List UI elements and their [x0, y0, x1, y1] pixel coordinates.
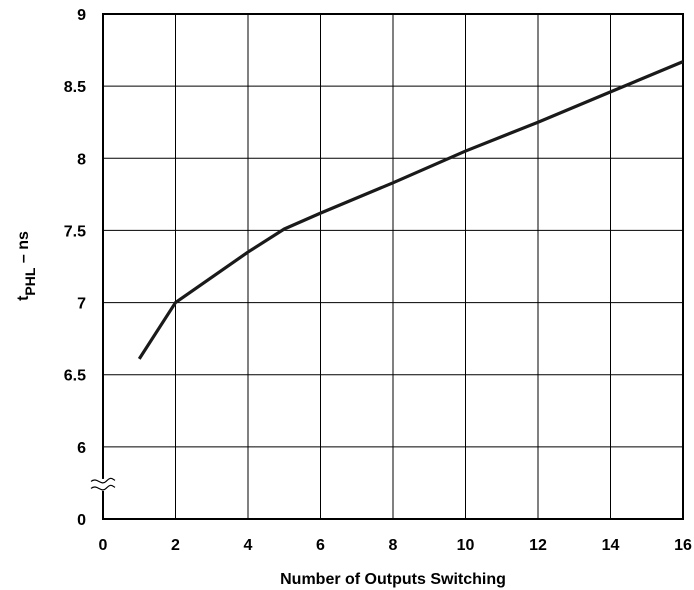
x-tick-label: 14: [602, 537, 620, 554]
axis-break-mark: [90, 477, 116, 491]
x-tick-label: 6: [316, 537, 325, 554]
axis-break-stroke: [90, 477, 116, 484]
x-tick-label: 4: [244, 537, 253, 554]
x-tick-label: 12: [529, 537, 547, 554]
y-tick-label-zero: 0: [77, 512, 86, 529]
axis-break-stroke: [90, 484, 116, 491]
x-tick-label: 8: [389, 537, 398, 554]
y-axis-title-unit: – ns: [15, 231, 32, 268]
y-axis-title: tPHL – ns: [15, 231, 38, 301]
grid-lines: [103, 14, 683, 519]
x-tick-label: 0: [99, 537, 108, 554]
y-axis-title-main: t: [15, 295, 32, 301]
y-tick-labels: 6 6.5 7 7.5 8 8.5 9 0: [64, 7, 86, 529]
x-tick-labels: 0 2 4 6 8 10 12 14 16: [99, 537, 692, 554]
x-tick-label: 16: [674, 537, 692, 554]
y-tick-label: 6: [77, 440, 86, 457]
y-tick-label: 6.5: [64, 368, 86, 385]
series-line: [137, 60, 684, 360]
plot-frame: [102, 13, 684, 520]
y-tick-label: 7.5: [64, 223, 86, 240]
y-tick-label: 9: [77, 7, 86, 24]
x-tick-label: 10: [457, 537, 475, 554]
x-tick-label: 2: [171, 537, 180, 554]
x-axis-title: Number of Outputs Switching: [280, 571, 506, 588]
y-tick-label: 8.5: [64, 79, 86, 96]
y-tick-label: 7: [77, 296, 86, 313]
y-tick-label: 8: [77, 151, 86, 168]
series-layer: [137, 60, 684, 360]
y-axis-title-subscript: PHL: [22, 267, 38, 295]
